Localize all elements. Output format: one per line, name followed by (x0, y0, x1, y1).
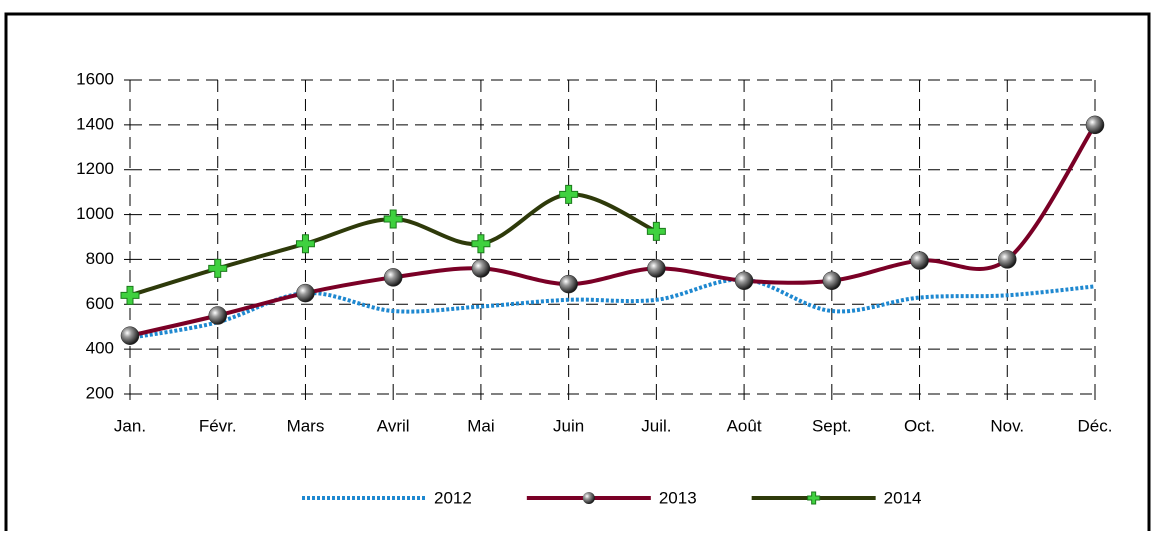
data-point (208, 258, 228, 278)
data-point (471, 259, 491, 278)
data-point (910, 251, 929, 270)
chart-frame (4, 12, 1151, 536)
y-tick-label: 800 (86, 249, 114, 268)
x-tick-label: Mars (287, 416, 325, 435)
x-tick-label: Mai (467, 416, 494, 435)
data-point (559, 184, 579, 204)
x-tick-label: Avril (377, 416, 410, 435)
data-point (383, 209, 403, 229)
legend-marker (807, 491, 821, 505)
data-point (647, 259, 666, 278)
legend-label: 2014 (884, 488, 922, 507)
x-tick-label: Juin (553, 416, 584, 435)
x-tick-label: Nov. (990, 416, 1024, 435)
x-tick-label: Août (727, 416, 762, 435)
x-tick-label: Sept. (812, 416, 852, 435)
data-point (120, 285, 140, 305)
data-point (559, 274, 578, 294)
series-line (129, 277, 1096, 340)
data-point (822, 271, 842, 290)
data-point (208, 306, 227, 325)
data-point (1085, 115, 1105, 135)
legend-marker (582, 492, 595, 504)
x-tick-label: Févr. (199, 416, 237, 435)
data-point (120, 326, 140, 345)
y-tick-label: 200 (86, 383, 114, 402)
x-tick-label: Jan. (114, 416, 146, 435)
y-tick-label: 1200 (76, 159, 114, 178)
data-point (295, 234, 315, 254)
data-point (296, 283, 315, 303)
y-tick-label: 600 (86, 294, 114, 313)
y-tick-label: 400 (86, 339, 114, 358)
data-point (998, 250, 1017, 269)
x-tick-label: Juil. (641, 416, 671, 435)
y-tick-label: 1000 (76, 204, 114, 223)
y-tick-label: 1600 (76, 69, 114, 88)
y-tick-label: 1400 (76, 114, 114, 133)
data-point (471, 234, 491, 254)
legend-label: 2013 (659, 488, 697, 507)
legend-label: 2012 (434, 488, 472, 507)
data-point (383, 268, 403, 287)
data-point (734, 271, 754, 290)
data-point (646, 221, 666, 241)
x-tick-label: Déc. (1078, 416, 1113, 435)
x-tick-label: Oct. (904, 416, 935, 435)
